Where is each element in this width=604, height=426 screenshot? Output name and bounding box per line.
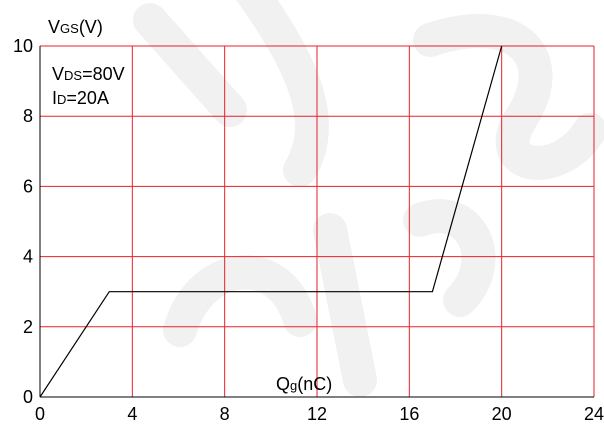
x-tick-label: 12 bbox=[307, 404, 327, 424]
x-tick-label: 20 bbox=[492, 404, 512, 424]
y-tick-label: 6 bbox=[23, 176, 33, 196]
x-axis-label: Qg(nC) bbox=[276, 374, 332, 394]
watermark bbox=[133, 0, 604, 397]
x-tick-label: 4 bbox=[127, 404, 137, 424]
y-tick-label: 8 bbox=[23, 106, 33, 126]
y-tick-labels: 0 2 4 6 8 10 bbox=[13, 36, 33, 407]
y-tick-label: 4 bbox=[23, 247, 33, 267]
series-line bbox=[39, 45, 503, 398]
x-tick-label: 24 bbox=[584, 404, 604, 424]
y-tick-label: 0 bbox=[23, 387, 33, 407]
x-tick-label: 8 bbox=[220, 404, 230, 424]
x-tick-label: 0 bbox=[35, 404, 45, 424]
grid bbox=[39, 45, 595, 398]
annotation-id: ID=20A bbox=[52, 88, 109, 108]
y-axis-label: VGS(V) bbox=[48, 17, 103, 37]
x-tick-label: 16 bbox=[399, 404, 419, 424]
annotation-vds: VDS=80V bbox=[52, 64, 125, 84]
series-group bbox=[39, 45, 503, 398]
x-tick-labels: 0 4 8 12 16 20 24 bbox=[35, 404, 604, 424]
axes bbox=[39, 46, 594, 398]
y-tick-label: 2 bbox=[23, 317, 33, 337]
y-tick-label: 10 bbox=[13, 36, 33, 56]
